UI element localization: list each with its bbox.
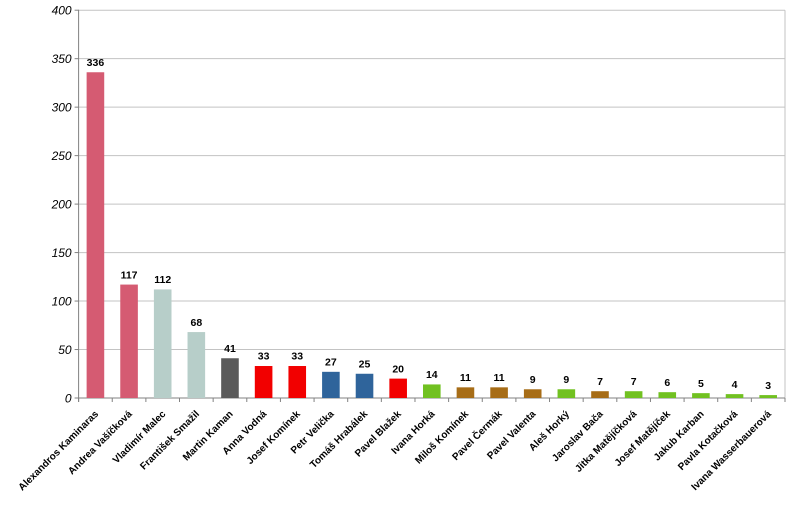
svg-text:27: 27 bbox=[325, 357, 337, 369]
svg-text:117: 117 bbox=[121, 269, 138, 281]
svg-text:41: 41 bbox=[224, 343, 236, 355]
svg-text:150: 150 bbox=[52, 246, 72, 260]
svg-text:33: 33 bbox=[291, 351, 303, 363]
svg-text:11: 11 bbox=[494, 372, 505, 384]
svg-text:300: 300 bbox=[52, 101, 72, 115]
svg-text:3: 3 bbox=[765, 380, 771, 392]
svg-text:20: 20 bbox=[392, 363, 404, 375]
svg-text:250: 250 bbox=[51, 149, 72, 163]
svg-text:0: 0 bbox=[65, 392, 72, 406]
svg-text:50: 50 bbox=[58, 343, 72, 357]
svg-text:400: 400 bbox=[52, 4, 72, 18]
svg-text:336: 336 bbox=[87, 57, 105, 69]
svg-text:200: 200 bbox=[51, 198, 72, 212]
svg-text:100: 100 bbox=[52, 295, 72, 309]
svg-text:33: 33 bbox=[258, 351, 270, 363]
svg-text:5: 5 bbox=[698, 378, 704, 390]
svg-text:4: 4 bbox=[732, 379, 738, 391]
svg-text:6: 6 bbox=[664, 377, 670, 389]
svg-text:112: 112 bbox=[154, 274, 171, 286]
svg-text:11: 11 bbox=[460, 372, 471, 384]
svg-text:68: 68 bbox=[190, 317, 202, 329]
svg-text:9: 9 bbox=[530, 374, 536, 386]
svg-text:7: 7 bbox=[631, 376, 637, 388]
svg-text:14: 14 bbox=[426, 369, 438, 381]
svg-text:350: 350 bbox=[52, 52, 72, 66]
svg-text:25: 25 bbox=[359, 358, 371, 370]
svg-text:9: 9 bbox=[563, 374, 569, 386]
svg-text:7: 7 bbox=[597, 376, 603, 388]
